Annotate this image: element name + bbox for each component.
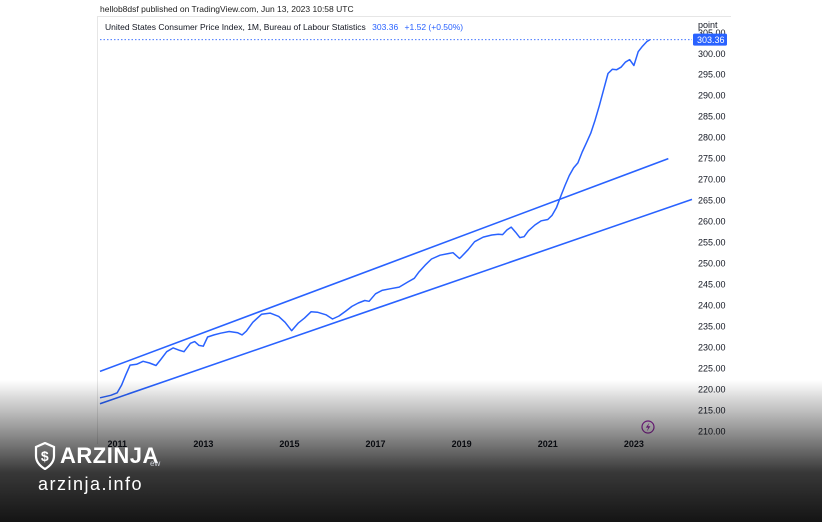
x-tick-label: 2015 [279,439,299,449]
y-tick-label: 290.00 [698,91,726,101]
y-tick-label: 240.00 [698,301,726,311]
y-tick-label: 270.00 [698,175,726,185]
brand-name: ARZINJA [60,443,159,468]
svg-text:$: $ [41,448,49,464]
trendline-channel-upper[interactable] [99,157,669,373]
last-price-tag [693,33,727,46]
x-tick-label: 2021 [538,439,558,449]
last-price-tag-label: 303.36 [697,35,725,45]
y-axis-ticks: 210.00 215.00 220.00 225.00 230.00 235.00 240.… [698,28,726,437]
y-tick-label: 265.00 [698,196,726,206]
y-tick-label: 255.00 [698,238,726,248]
chart-panel [97,16,731,444]
event-flash-icon[interactable] [641,420,655,434]
y-tick-label: 250.00 [698,259,726,269]
series-layer [99,39,651,399]
x-axis-ticks: 2011 2013 2015 2017 2019 2021 2023 [107,439,643,449]
y-tick-label: 230.00 [698,342,726,352]
legend-value: 303.36 [372,22,399,32]
x-tick-label: 2013 [193,439,213,449]
y-tick-label: 225.00 [698,363,726,373]
x-tick-label: 2017 [366,439,386,449]
chart-legend[interactable]: United States Consumer Price Index, 1M, … [105,22,463,32]
y-tick-label: 285.00 [698,112,726,122]
brand-site: arzinja.info [38,474,144,494]
y-tick-label: 260.00 [698,217,726,227]
y-tick-label: 245.00 [698,280,726,290]
watermark-fragment: ew [150,459,161,468]
y-tick-label: 275.00 [698,154,726,164]
brand-mark-icon: $ [34,442,56,470]
y-tick-label: 210.00 [698,426,726,436]
y-tick-label: 280.00 [698,133,726,143]
x-tick-label: 2019 [452,439,472,449]
y-tick-label: 235.00 [698,322,726,332]
y-tick-label: 215.00 [698,405,726,415]
x-tick-label: 2023 [624,439,644,449]
series-line-0[interactable] [99,39,651,399]
y-tick-label: 305.00 [698,28,726,38]
y-tick-label: 295.00 [698,70,726,80]
trendline-layer [99,157,693,405]
brand-logo: $ ARZINJA [34,442,159,470]
y-tick-label: 220.00 [698,384,726,394]
trendline-channel-lower[interactable] [99,198,693,405]
legend-title: United States Consumer Price Index, 1M, … [105,22,366,32]
y-tick-label: 300.00 [698,49,726,59]
publisher-credit: hellob8dsf published on TradingView.com,… [100,4,354,14]
price-tag-layer: 303.36 [693,33,727,46]
legend-change: +1.52 (+0.50%) [404,22,464,32]
y-axis-unit: point [698,20,718,30]
event-icon-layer [641,420,655,434]
